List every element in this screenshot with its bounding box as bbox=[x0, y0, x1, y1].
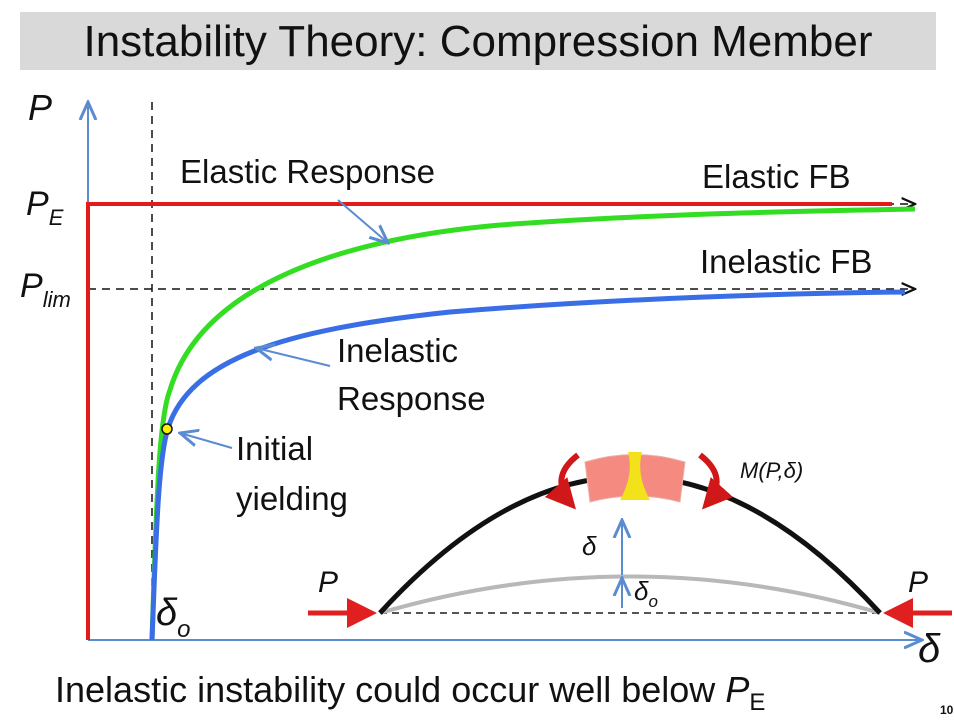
load-label: P bbox=[908, 566, 928, 599]
initial-yielding-label: Initial bbox=[236, 430, 313, 467]
pe-sub: E bbox=[49, 205, 64, 230]
load-label: P bbox=[318, 566, 338, 599]
offset-base: δ bbox=[156, 592, 178, 634]
deflection-label: δ bbox=[582, 531, 597, 561]
offset-sub: o bbox=[177, 616, 190, 643]
title: Instability Theory: Compression Member bbox=[83, 17, 872, 66]
caption: Inelastic instability could occur well b… bbox=[55, 669, 765, 716]
plim-base: P bbox=[20, 267, 43, 305]
elastic-response-label: Elastic Response bbox=[180, 153, 435, 190]
caption-base: P bbox=[725, 669, 749, 710]
slide: Instability Theory: Compression Member P… bbox=[0, 0, 954, 721]
pe-base: P bbox=[26, 185, 49, 223]
inelastic-fb-label: Inelastic FB bbox=[700, 243, 872, 280]
initial-base: δ bbox=[634, 576, 649, 606]
plim-sub: lim bbox=[43, 287, 71, 312]
page-number: 10 bbox=[940, 703, 954, 717]
inelastic-response-label: Inelastic bbox=[337, 332, 458, 369]
initial-yielding-label: yielding bbox=[236, 480, 348, 517]
moment-label: M(P,δ) bbox=[740, 458, 803, 483]
y-axis-label: P bbox=[28, 87, 52, 128]
x-axis-label: δ bbox=[918, 627, 941, 671]
inelastic-response-label: Response bbox=[337, 380, 486, 417]
elastic-fb-label: Elastic FB bbox=[702, 158, 851, 195]
caption-text: Inelastic instability could occur well b… bbox=[55, 669, 725, 710]
caption-sub: E bbox=[749, 689, 765, 716]
initial-sub: o bbox=[648, 592, 657, 611]
yield-point bbox=[162, 424, 172, 434]
